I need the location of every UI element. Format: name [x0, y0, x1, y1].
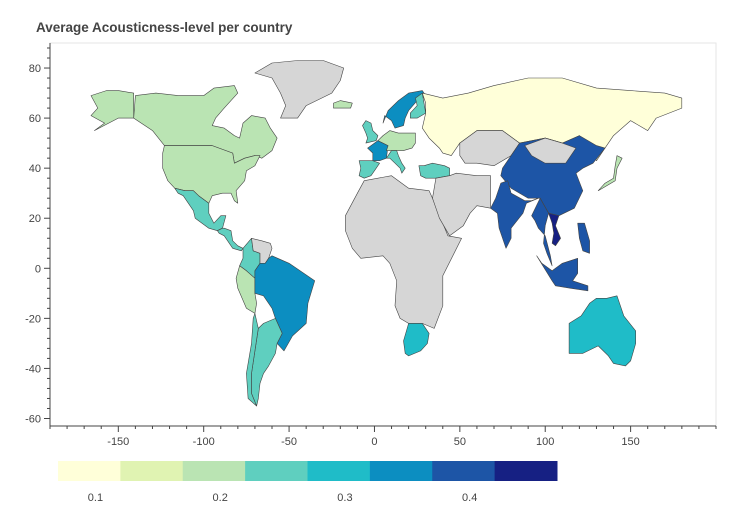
- y-tick-label: 0: [35, 263, 41, 275]
- country-mexico: [174, 187, 227, 231]
- country-southeast-asia: [531, 197, 553, 267]
- colorbar-swatch: [120, 461, 184, 481]
- y-tick-label: -60: [25, 413, 41, 425]
- colorbar-swatch: [369, 461, 433, 481]
- x-tick-label: -150: [107, 436, 129, 448]
- chart-title: Average Acousticness-level per country: [36, 20, 293, 35]
- colorbar: 0.1 0.2 0.3 0.4: [58, 461, 558, 504]
- colorbar-swatch: [307, 461, 371, 481]
- x-axis: -150 -100 -50 0 50 100 150: [49, 425, 717, 448]
- country-spain: [358, 160, 380, 179]
- country-peru: [235, 265, 257, 314]
- colorbar-swatch: [432, 461, 496, 481]
- country-philippines: [577, 222, 590, 254]
- x-tick-label: 150: [621, 436, 639, 448]
- y-tick-label: 80: [29, 63, 41, 75]
- y-axis: 80 60 40 20 0 -20 -40 -60: [25, 43, 51, 426]
- country-russia: [421, 77, 683, 161]
- country-kazakhstan: [459, 130, 520, 166]
- colorbar-swatch: [58, 461, 121, 481]
- country-greenland: [254, 60, 345, 119]
- country-iceland: [333, 100, 353, 109]
- y-tick-label: -20: [25, 313, 41, 325]
- y-tick-label: 40: [29, 163, 41, 175]
- colorbar-swatch: [182, 461, 246, 481]
- country-australia: [568, 295, 637, 367]
- country-scandinavia: [382, 90, 427, 129]
- colorbar-swatch: [494, 461, 558, 481]
- y-tick-label: -40: [25, 363, 41, 375]
- country-indonesia: [536, 255, 589, 292]
- country-india: [490, 180, 539, 249]
- country-italy: [386, 150, 406, 174]
- colorbar-tick-label: 0.4: [462, 492, 477, 504]
- country-mongolia: [524, 137, 577, 164]
- colorbar-tick-label: 0.3: [337, 492, 352, 504]
- colorbar-swatch: [245, 461, 308, 481]
- country-chile: [246, 313, 259, 407]
- country-alaska: [90, 90, 134, 131]
- country-turkey: [418, 162, 450, 179]
- country-japan: [597, 155, 623, 191]
- x-tick-label: 100: [536, 436, 554, 448]
- country-middle-east: [432, 172, 491, 237]
- x-tick-label: -100: [193, 436, 215, 448]
- countries-layer: [90, 60, 683, 407]
- country-vietnam: [548, 212, 561, 247]
- x-tick-label: 0: [371, 436, 377, 448]
- x-tick-label: -50: [281, 436, 297, 448]
- x-tick-label: 50: [454, 436, 466, 448]
- y-tick-label: 60: [29, 113, 41, 125]
- colorbar-tick-label: 0.1: [88, 492, 103, 504]
- colorbar-tick-label: 0.2: [213, 492, 228, 504]
- country-south-africa: [403, 323, 430, 357]
- country-united-kingdom: [362, 120, 379, 144]
- y-tick-label: 20: [29, 213, 41, 225]
- country-africa: [345, 175, 462, 329]
